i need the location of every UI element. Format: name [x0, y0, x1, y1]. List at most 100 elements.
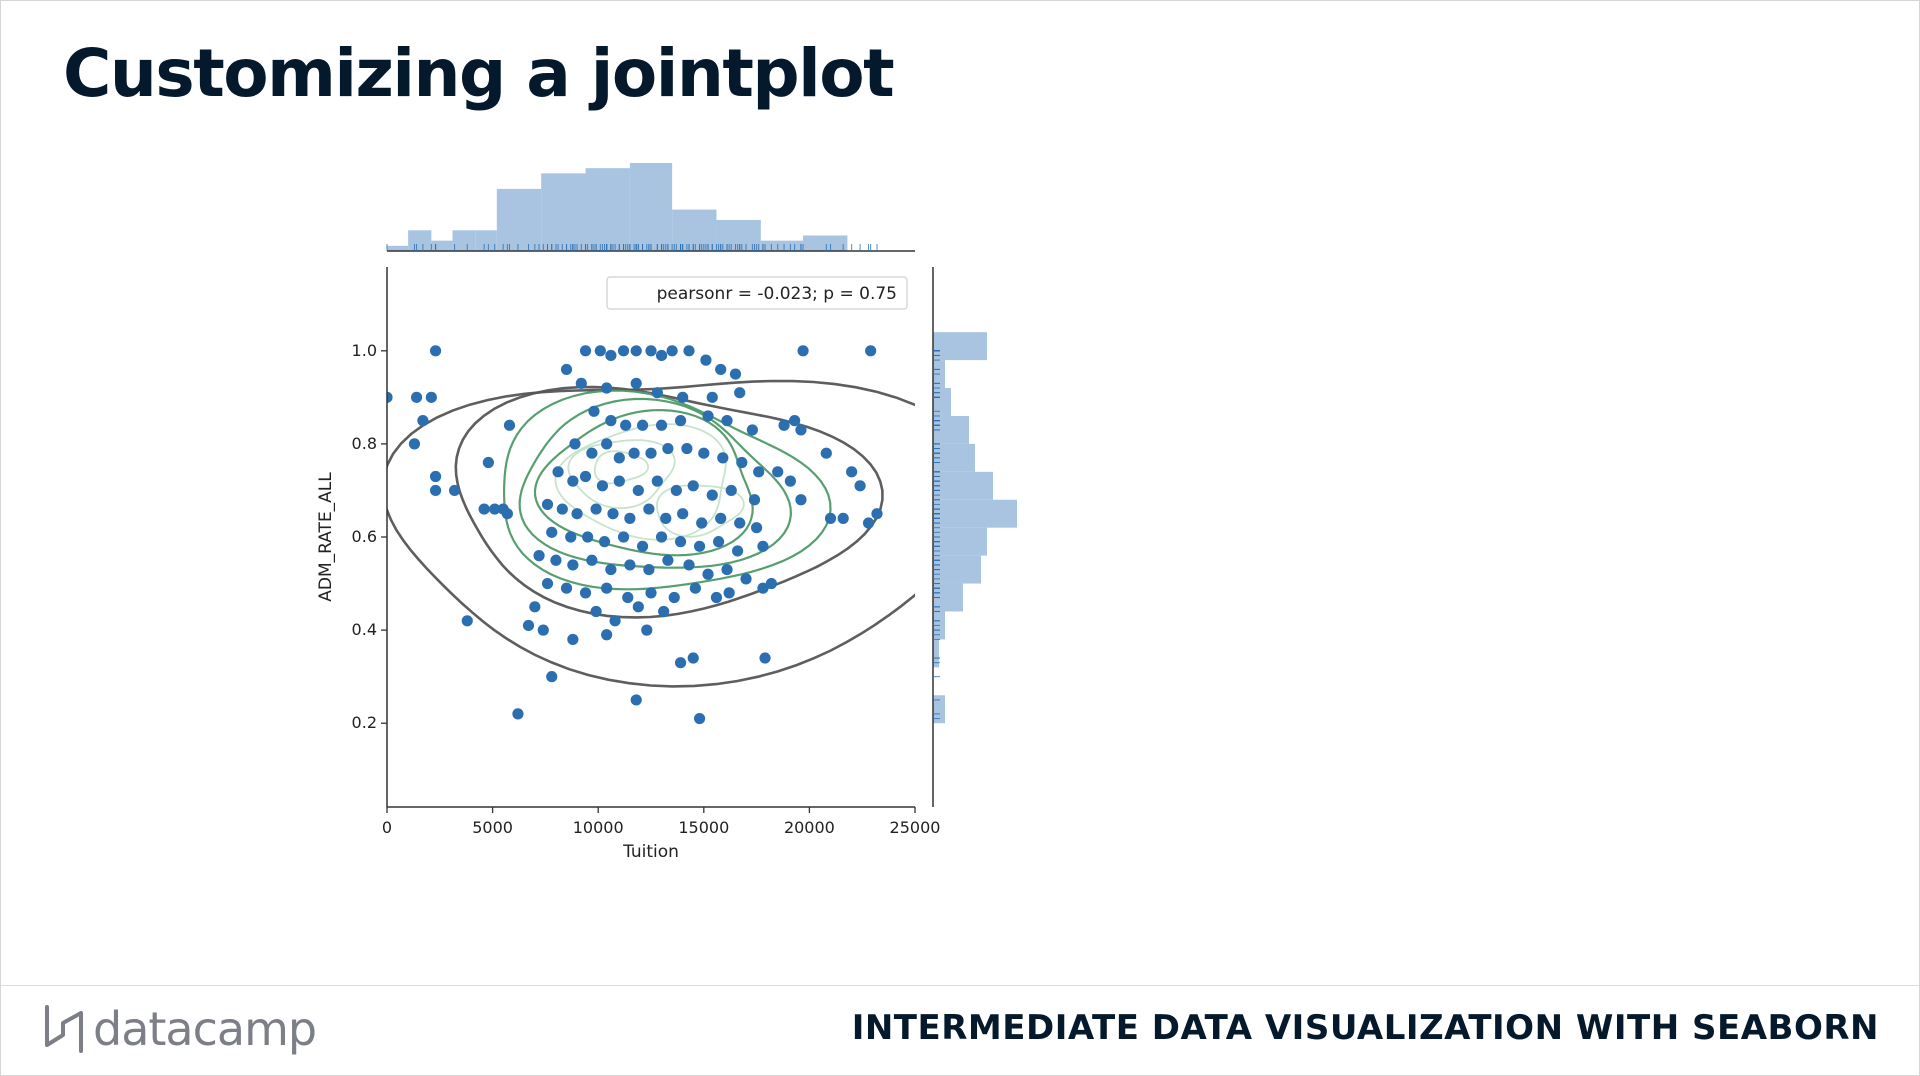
y-axis-label: ADM_RATE_ALL [316, 472, 336, 602]
scatter-point [651, 387, 663, 399]
scatter-point [820, 447, 832, 459]
scatter-point [689, 582, 701, 594]
scatter-point [674, 657, 687, 669]
scatter-point [482, 456, 494, 469]
scatter-point [560, 363, 573, 376]
scatter-point [736, 456, 748, 469]
kde-contour-line [656, 484, 745, 538]
scatter-point [721, 563, 733, 576]
scatter-point [734, 517, 746, 529]
scatter-point [575, 377, 587, 389]
scatter-point [746, 424, 758, 436]
scatter-point [630, 694, 642, 706]
right-hist-bar [933, 695, 945, 724]
scatter-point [425, 391, 437, 403]
scatter-point [655, 531, 668, 543]
scatter-point [541, 577, 554, 590]
scatter-point [594, 345, 606, 357]
scatter-point [706, 489, 718, 501]
scatter-point [529, 601, 541, 613]
scatter-point [601, 582, 613, 594]
scatter-point [620, 419, 632, 431]
scatter-point [429, 345, 442, 357]
datacamp-logo: datacamp [41, 999, 317, 1059]
scatter-point [636, 419, 649, 431]
scatter-point [862, 517, 875, 529]
scatter-point [387, 391, 393, 403]
top-hist-bar [760, 240, 804, 251]
scatter-point [546, 671, 558, 683]
scatter-point [655, 349, 668, 362]
scatter-point [588, 405, 600, 417]
scatter-point [693, 540, 706, 552]
scatter-point [607, 508, 619, 520]
scatter-point [605, 415, 617, 427]
scatter-point [408, 438, 421, 450]
annotation-box [606, 276, 908, 310]
right-hist-bar [933, 555, 981, 584]
scatter-point [429, 470, 442, 483]
kde-contour-line [518, 397, 793, 569]
scatter-point [715, 363, 727, 376]
scatter-point [605, 349, 617, 362]
pearsonr-annotation: pearsonr = -0.023; p = 0.75 [657, 284, 897, 304]
scatter-point [522, 619, 535, 632]
scatter-point [677, 508, 689, 520]
scatter-point [590, 605, 602, 618]
brand-name: datacamp [93, 1002, 317, 1056]
course-name: INTERMEDIATE DATA VISUALIZATION WITH SEA… [851, 1008, 1879, 1048]
scatter-point [655, 419, 668, 431]
scatter-point [677, 391, 689, 403]
scatter-point [702, 568, 714, 580]
scatter-point [651, 475, 663, 487]
plot-area [387, 345, 915, 725]
scatter-point [567, 475, 579, 487]
scatter-point [596, 480, 609, 492]
scatter-point [628, 447, 640, 459]
scatter-point [617, 531, 630, 543]
scatter-point [598, 536, 611, 548]
scatter-point [725, 484, 737, 497]
scatter-point [550, 554, 562, 566]
y-tick-label: 1.0 [352, 341, 377, 360]
scatter-point [579, 470, 592, 483]
scatter-point [503, 419, 516, 431]
scatter-point [417, 415, 429, 427]
scatter-point [645, 587, 657, 599]
scatter-point [556, 503, 568, 515]
scatter-point [630, 345, 642, 357]
scatter-point [670, 484, 682, 497]
scatter-point [687, 652, 699, 664]
scatter-point [687, 480, 699, 492]
y-tick-label: 0.6 [352, 527, 377, 546]
top-hist-bar [475, 230, 497, 251]
scatter-point [662, 442, 674, 455]
scatter-point [613, 452, 625, 464]
scatter-point [429, 484, 442, 497]
top-hist-bar [803, 235, 848, 251]
kde-contour-line [454, 385, 884, 619]
right-hist-bar [933, 471, 993, 500]
scatter-point [617, 345, 630, 357]
scatter-point [601, 629, 613, 641]
scatter-point [552, 466, 564, 478]
right-hist-bar [933, 639, 939, 668]
scatter-point [681, 442, 693, 455]
x-tick-label: 5000 [472, 818, 513, 837]
scatter-point [795, 494, 807, 506]
scatter-point [560, 582, 573, 594]
scatter-point [636, 540, 649, 552]
scatter-point [461, 615, 473, 627]
right-hist-bar [933, 388, 951, 416]
scatter-point [871, 508, 883, 520]
scatter-point [613, 475, 625, 487]
scatter-point [533, 550, 545, 562]
scatter-point [571, 508, 583, 520]
scatter-point [748, 494, 761, 506]
scatter-point [715, 512, 727, 524]
scatter-point [601, 438, 613, 450]
scatter-point [757, 582, 769, 594]
x-axis-label: Tuition [622, 842, 679, 862]
scatter-point [643, 503, 655, 515]
